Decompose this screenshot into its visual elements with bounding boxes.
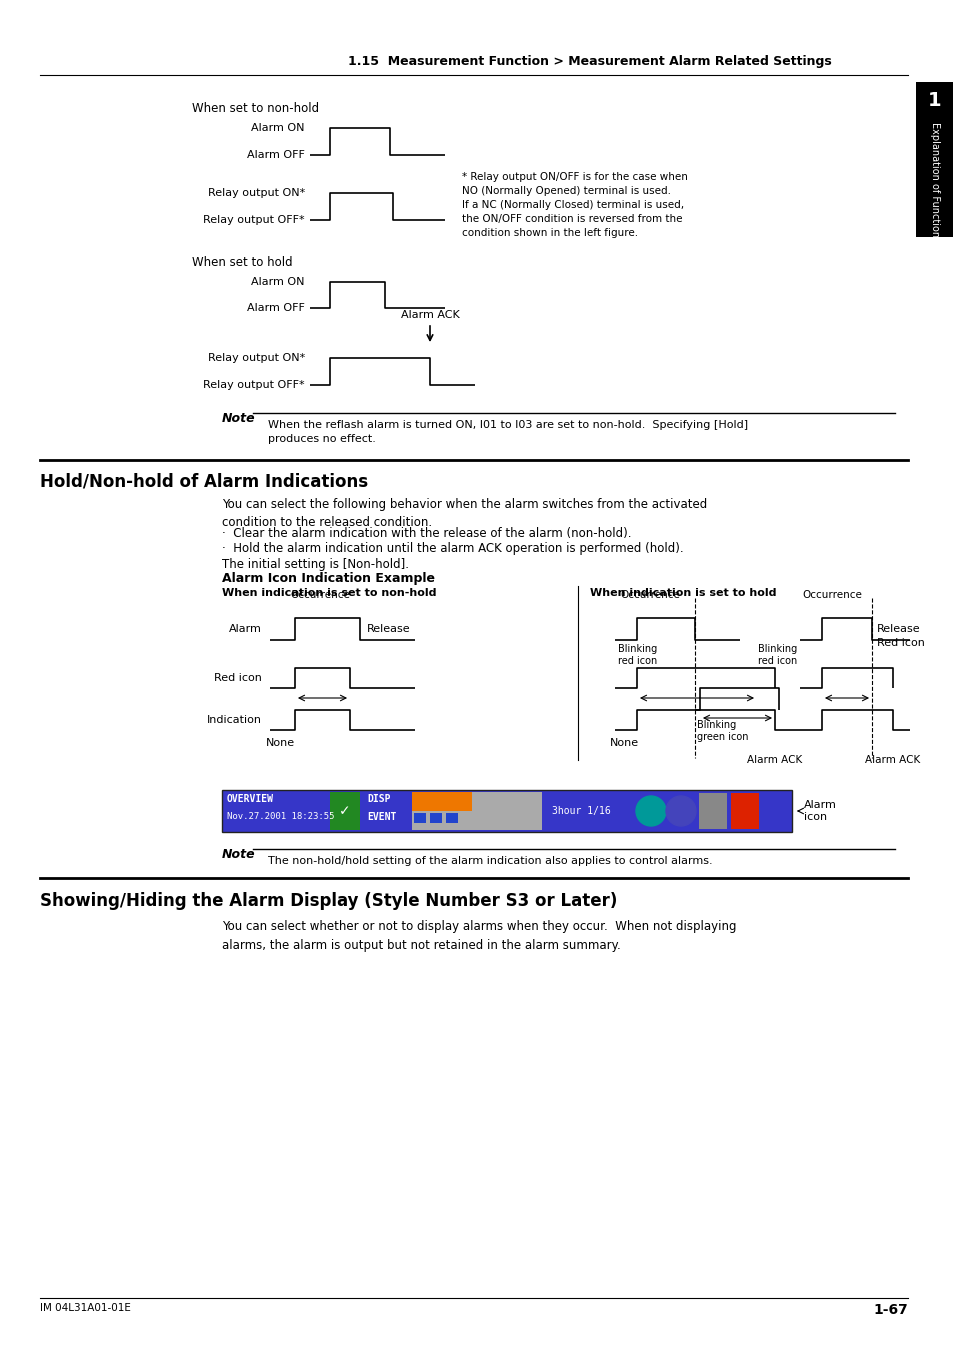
Circle shape [636, 796, 665, 825]
Text: * Relay output ON/OFF is for the case when
NO (Normally Opened) terminal is used: * Relay output ON/OFF is for the case wh… [461, 172, 687, 238]
Text: Nov.27.2001 18:23:55: Nov.27.2001 18:23:55 [227, 812, 335, 821]
Text: When indication is set to hold: When indication is set to hold [589, 588, 776, 598]
Text: You can select whether or not to display alarms when they occur.  When not displ: You can select whether or not to display… [222, 920, 736, 951]
Text: ·  Hold the alarm indication until the alarm ACK operation is performed (hold).: · Hold the alarm indication until the al… [222, 542, 683, 555]
Text: Relay output OFF*: Relay output OFF* [203, 215, 305, 226]
Text: Relay output OFF*: Relay output OFF* [203, 380, 305, 390]
Text: Alarm ACK: Alarm ACK [746, 755, 801, 765]
Text: DISP: DISP [367, 794, 390, 804]
Text: Blinking
red icon: Blinking red icon [758, 644, 797, 666]
Text: Note: Note [222, 848, 255, 861]
Text: Note: Note [222, 412, 255, 426]
Text: You can select the following behavior when the alarm switches from the activated: You can select the following behavior wh… [222, 499, 706, 530]
Bar [412, 792, 472, 811]
Text: Occurrence: Occurrence [619, 590, 679, 600]
Text: None: None [265, 738, 294, 748]
Text: 3hour 1/16: 3hour 1/16 [552, 807, 610, 816]
Text: Release: Release [876, 624, 920, 634]
Bar [330, 792, 359, 830]
Text: 1: 1 [927, 91, 941, 109]
Text: IM 04L31A01-01E: IM 04L31A01-01E [40, 1302, 131, 1313]
Text: When set to non-hold: When set to non-hold [192, 101, 319, 115]
Text: OVERVIEW: OVERVIEW [227, 794, 274, 804]
Text: Occurrence: Occurrence [801, 590, 861, 600]
Text: When indication is set to non-hold: When indication is set to non-hold [222, 588, 436, 598]
Text: EVENT: EVENT [367, 812, 395, 821]
Text: ✓: ✓ [339, 804, 351, 817]
Text: The non-hold/hold setting of the alarm indication also applies to control alarms: The non-hold/hold setting of the alarm i… [268, 857, 712, 866]
Text: Blinking
red icon: Blinking red icon [618, 644, 657, 666]
Text: Hold/Non-hold of Alarm Indications: Hold/Non-hold of Alarm Indications [40, 471, 368, 490]
Text: Alarm
icon: Alarm icon [803, 800, 836, 821]
Bar [446, 813, 457, 823]
Text: Red icon: Red icon [876, 638, 923, 648]
Text: Blinking
green icon: Blinking green icon [697, 720, 748, 742]
Text: Alarm ON: Alarm ON [252, 277, 305, 286]
Text: Showing/Hiding the Alarm Display (Style Number S3 or Later): Showing/Hiding the Alarm Display (Style … [40, 892, 617, 911]
Text: Relay output ON*: Relay output ON* [208, 353, 305, 363]
Text: Explanation of Functions: Explanation of Functions [929, 122, 939, 242]
Text: Alarm OFF: Alarm OFF [247, 150, 305, 159]
Bar [730, 793, 759, 830]
Text: Alarm OFF: Alarm OFF [247, 303, 305, 313]
Bar [222, 790, 791, 832]
Bar [699, 793, 726, 830]
Text: The initial setting is [Non-hold].: The initial setting is [Non-hold]. [222, 558, 409, 571]
Bar [414, 813, 426, 823]
Text: 1-67: 1-67 [872, 1302, 907, 1317]
Text: Alarm Icon Indication Example: Alarm Icon Indication Example [222, 571, 435, 585]
Text: Alarm: Alarm [229, 624, 262, 634]
Text: Relay output ON*: Relay output ON* [208, 188, 305, 199]
Bar [412, 792, 541, 830]
Text: Alarm ACK: Alarm ACK [864, 755, 920, 765]
Text: 1.15  Measurement Function > Measurement Alarm Related Settings: 1.15 Measurement Function > Measurement … [348, 55, 831, 68]
Text: When the reflash alarm is turned ON, I01 to I03 are set to non-hold.  Specifying: When the reflash alarm is turned ON, I01… [268, 420, 747, 444]
Text: Alarm ON: Alarm ON [252, 123, 305, 132]
Text: Red icon: Red icon [213, 673, 262, 684]
Text: Occurrence: Occurrence [290, 590, 350, 600]
Text: ·  Clear the alarm indication with the release of the alarm (non-hold).: · Clear the alarm indication with the re… [222, 527, 631, 540]
Text: None: None [609, 738, 638, 748]
Text: When set to hold: When set to hold [192, 255, 293, 269]
Bar [430, 813, 441, 823]
Circle shape [665, 796, 696, 825]
Text: Indication: Indication [207, 715, 262, 725]
Text: Release: Release [367, 624, 410, 634]
Text: Alarm ACK: Alarm ACK [400, 309, 459, 320]
Bar [915, 82, 953, 236]
